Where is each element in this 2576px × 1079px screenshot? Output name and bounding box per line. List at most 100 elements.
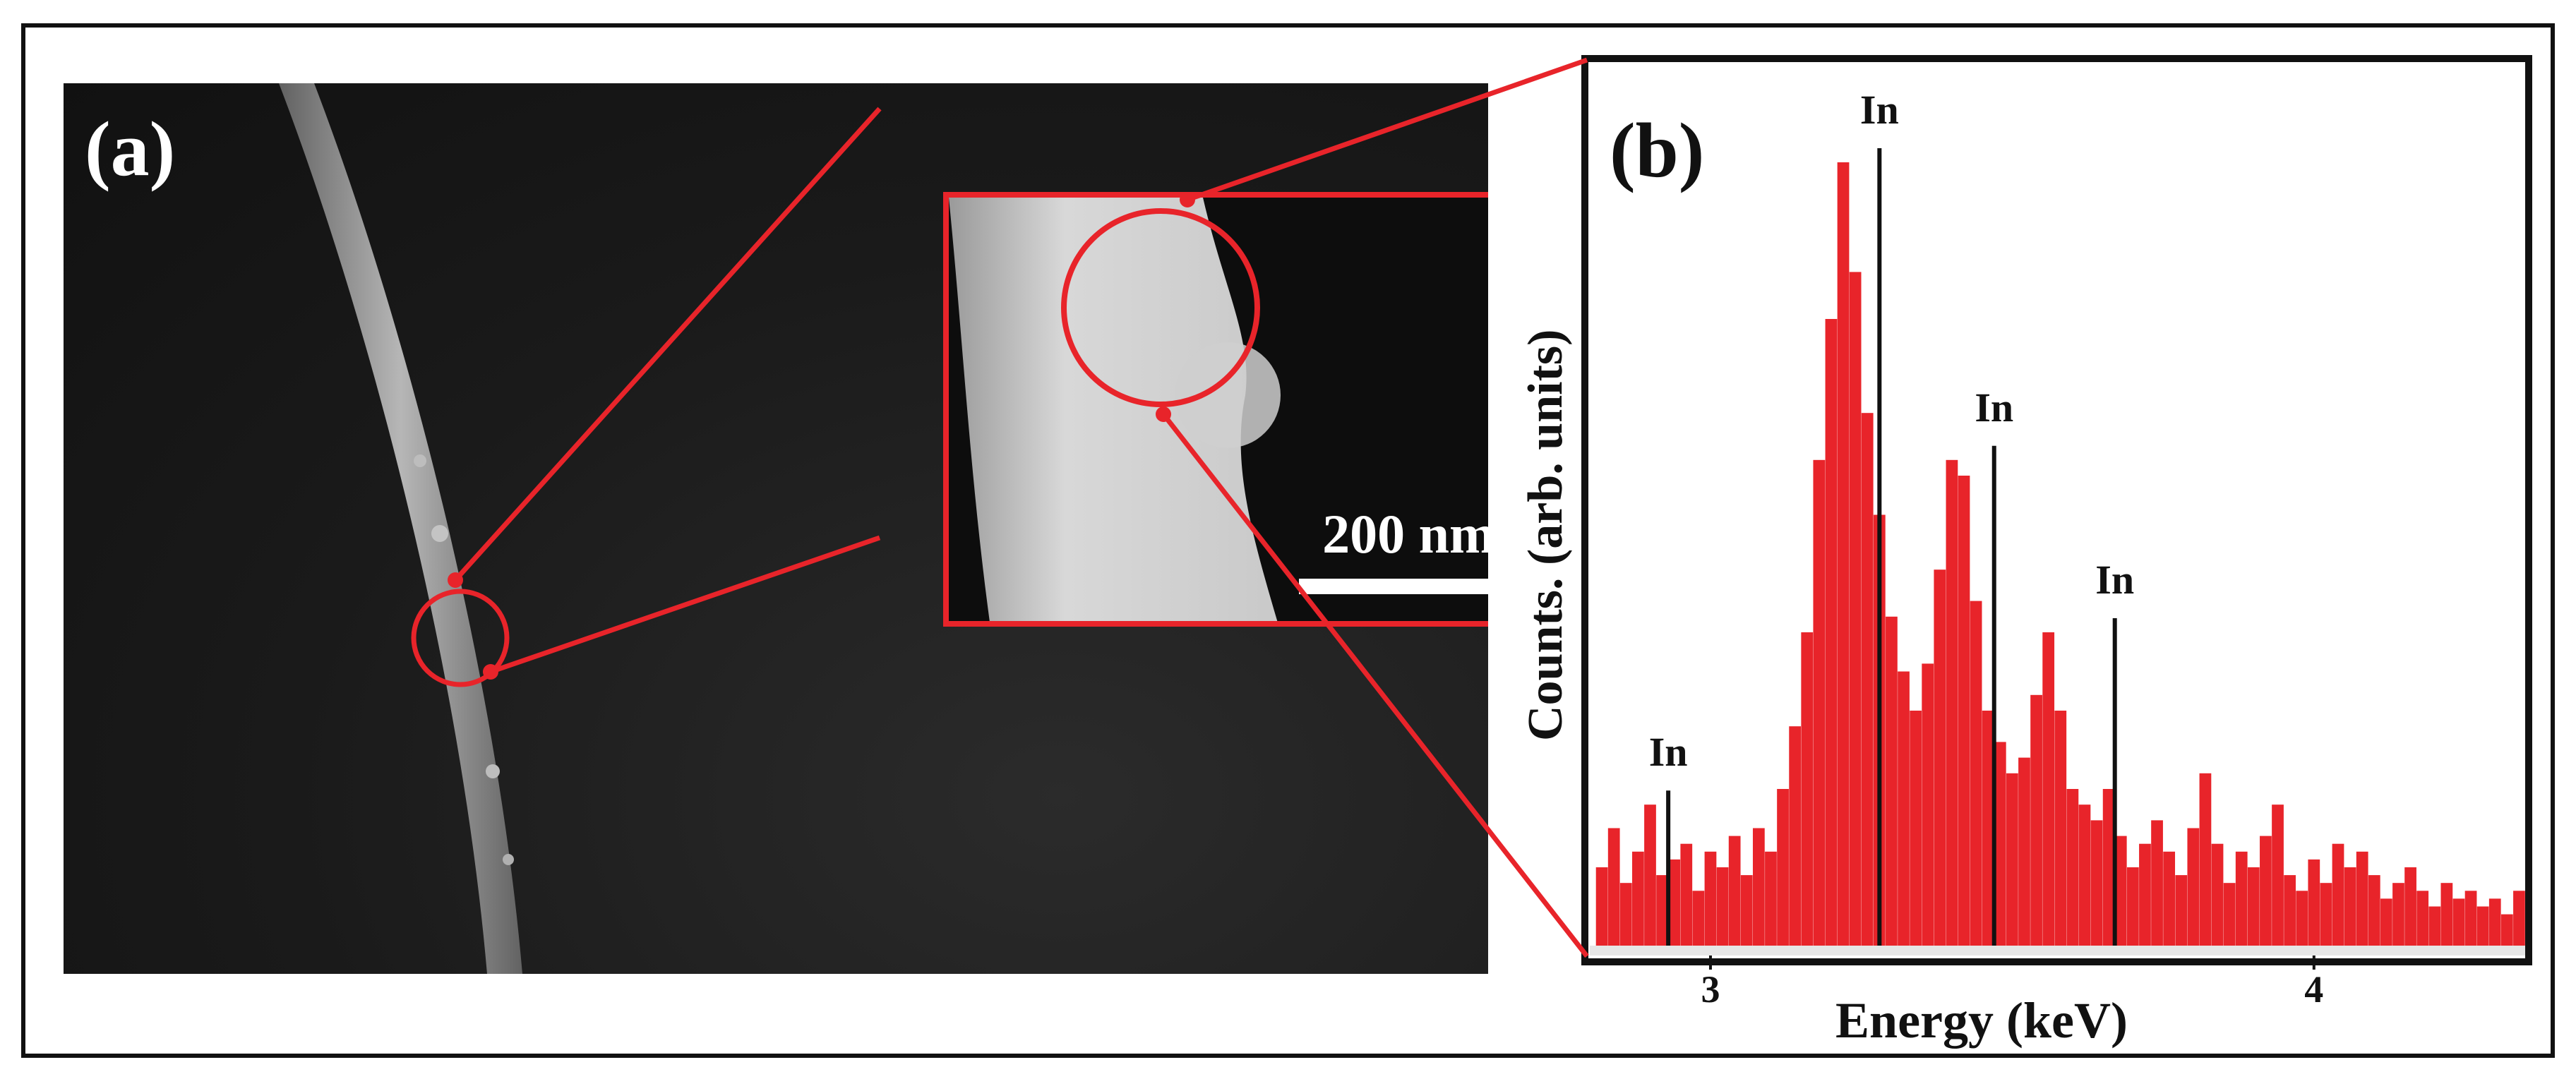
- spectrum-bar: [2308, 859, 2320, 946]
- spectrum-bar: [1607, 828, 1620, 946]
- spectrum-bar: [1656, 875, 1668, 946]
- spectrum-bar: [2006, 773, 2018, 946]
- zoom-inset: 200 nm: [943, 192, 1488, 627]
- spectrum-chart: 3 4 In In In In: [1590, 87, 2525, 1011]
- sem-image-panel: (a) 200 nm: [64, 83, 1488, 974]
- x-axis-label: Energy (keV): [1835, 992, 2128, 1049]
- peak-label: In: [1649, 729, 1688, 775]
- spectrum-bar: [2066, 789, 2079, 946]
- spectrum-bar: [2284, 875, 2296, 946]
- spectrum-bar: [1837, 162, 1850, 946]
- spectrum-bar: [1934, 569, 1946, 946]
- spectrum-bar: [2296, 891, 2308, 946]
- connector-dot: [483, 664, 498, 680]
- spectrum-bar: [1958, 476, 1970, 946]
- spectrum-bar: [2380, 898, 2392, 946]
- connector-line: [1186, 57, 1588, 203]
- connector-line: [453, 107, 882, 582]
- spectrum-bar: [1898, 671, 1910, 946]
- spectrum-bar: [2392, 883, 2404, 946]
- connector-dot: [448, 572, 463, 588]
- spectrum-bar: [1765, 851, 1777, 946]
- highlight-annotations: [411, 57, 1589, 958]
- spectrum-bar: [2428, 906, 2441, 946]
- spectrum-bar: [2211, 843, 2224, 946]
- spectrum-bar: [2223, 883, 2236, 946]
- spectrum-bar: [1668, 859, 1681, 946]
- spectrum-bar: [2513, 891, 2525, 946]
- spectrum-bar: [1922, 663, 1934, 946]
- spectrum-bar: [1994, 742, 2006, 946]
- spectrum-bar: [2187, 828, 2200, 946]
- nanoparticle: [486, 764, 500, 778]
- spectrum-bar: [2332, 843, 2344, 946]
- connector-dot: [1156, 406, 1171, 422]
- spectrum-bar: [1692, 891, 1705, 946]
- connector-dot: [1180, 192, 1195, 207]
- spectrum-bar: [1752, 828, 1765, 946]
- panel-a-label: (a): [85, 106, 176, 192]
- spectrum-bar: [1619, 883, 1632, 946]
- spectrum-bar: [1946, 459, 1958, 946]
- spectrum-bar: [1789, 726, 1802, 946]
- spectrum-bar: [1982, 711, 1994, 946]
- inset-nanoparticle: [1175, 342, 1281, 448]
- spectrum-bar: [1644, 804, 1656, 946]
- spectrum-bar: [2090, 820, 2103, 946]
- spectrum-bar: [1849, 272, 1862, 946]
- spectrum-bar: [2199, 773, 2212, 946]
- spectrum-bar: [1813, 459, 1826, 946]
- spectrum-bar: [2235, 851, 2248, 946]
- highlight-circle-small: [411, 589, 510, 687]
- spectrum-bar: [2163, 851, 2176, 946]
- inset-nanowire: [949, 198, 1278, 621]
- x-tick-label: 4: [2304, 968, 2323, 1011]
- spectrum-bar: [2054, 711, 2067, 946]
- peak-label: In: [2095, 557, 2134, 603]
- spectrum-bar: [2320, 883, 2332, 946]
- scale-bar-label: 200 nm: [1322, 503, 1488, 565]
- spectrum-bar: [2404, 867, 2416, 946]
- scale-bar: [1299, 579, 1488, 594]
- connector-line: [489, 535, 881, 675]
- spectrum-bar: [2356, 851, 2368, 946]
- spectrum-bar: [2368, 875, 2380, 946]
- panel-b-label: (b): [1610, 107, 1705, 193]
- spectrum-bar: [2139, 843, 2151, 946]
- spectrum-bar: [1886, 616, 1898, 946]
- spectrum-bar: [2018, 757, 2030, 946]
- spectrum-bar: [2464, 891, 2477, 946]
- spectrum-bar: [1801, 632, 1814, 946]
- spectrum-bar: [1716, 867, 1729, 946]
- connector-line: [1161, 412, 1589, 958]
- spectrum-bar: [1740, 875, 1753, 946]
- spectrum-bar: [2500, 914, 2513, 946]
- spectrum-bar: [2078, 804, 2091, 946]
- spectrum-bar: [2260, 836, 2272, 946]
- spectrum-bar: [1728, 836, 1741, 946]
- nanoparticle: [414, 454, 426, 467]
- x-axis-baseline: [1590, 946, 2525, 956]
- spectrum-bar: [2114, 836, 2127, 946]
- spectrum-bar: [2452, 898, 2465, 946]
- nanoparticle: [503, 854, 514, 865]
- peak-label: In: [1975, 385, 2013, 430]
- spectrum-bar: [1595, 867, 1608, 946]
- spectrum-bar: [2175, 875, 2188, 946]
- x-tick-label: 3: [1701, 968, 1720, 1011]
- spectrum-bar: [2344, 867, 2356, 946]
- spectrum-bar: [2272, 804, 2284, 946]
- spectrum-bar: [1861, 413, 1874, 946]
- spectrum-bar: [1680, 843, 1693, 946]
- spectrum-bar: [1970, 601, 1982, 946]
- inset-drawing: [949, 198, 1488, 621]
- spectrum-bar: [2488, 898, 2501, 946]
- spectrum-bar: [1825, 319, 1838, 946]
- spectrum-bar: [2102, 789, 2115, 946]
- nanoparticle: [431, 525, 448, 542]
- spectrum-panel: [1581, 55, 2532, 965]
- spectrum-bar: [1704, 851, 1717, 946]
- spectrum-bar: [1910, 711, 1922, 946]
- spectrum-bar: [2030, 694, 2042, 946]
